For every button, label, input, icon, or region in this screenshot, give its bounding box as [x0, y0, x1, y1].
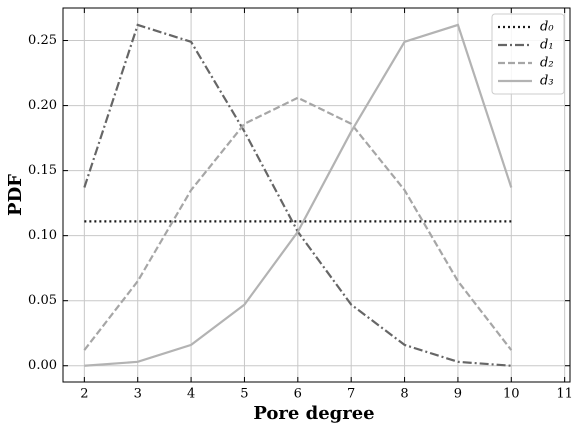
y-axis-label: PDF	[5, 174, 26, 216]
legend-label: d₂	[540, 56, 554, 71]
x-tick-label: 6	[294, 387, 302, 402]
y-tick-label: 0.00	[28, 358, 57, 373]
plot-frame	[62, 7, 571, 383]
x-tick-label: 8	[400, 387, 408, 402]
y-tick-label: 0.15	[28, 163, 57, 178]
legend-box	[491, 13, 565, 95]
x-tick-label: 11	[556, 387, 573, 402]
y-tick-label: 0.05	[28, 293, 57, 308]
series-line	[83, 96, 513, 351]
x-tick-label: 10	[503, 387, 520, 402]
y-tick-label: 0.25	[28, 33, 57, 48]
x-tick-label: 2	[80, 387, 88, 402]
legend-label: d₀	[540, 20, 554, 35]
legend-label: d₁	[540, 38, 554, 53]
y-tick-label: 0.10	[28, 228, 57, 243]
x-axis-label: Pore degree	[253, 403, 374, 424]
x-tick-label: 9	[454, 387, 462, 402]
x-tick-label: 3	[134, 387, 142, 402]
x-tick-label: 4	[187, 387, 195, 402]
y-tick-label: 0.20	[28, 98, 57, 113]
x-tick-label: 7	[347, 387, 355, 402]
x-tick-label: 5	[240, 387, 248, 402]
series-line	[84, 23, 513, 367]
legend-label: d₃	[540, 74, 554, 89]
